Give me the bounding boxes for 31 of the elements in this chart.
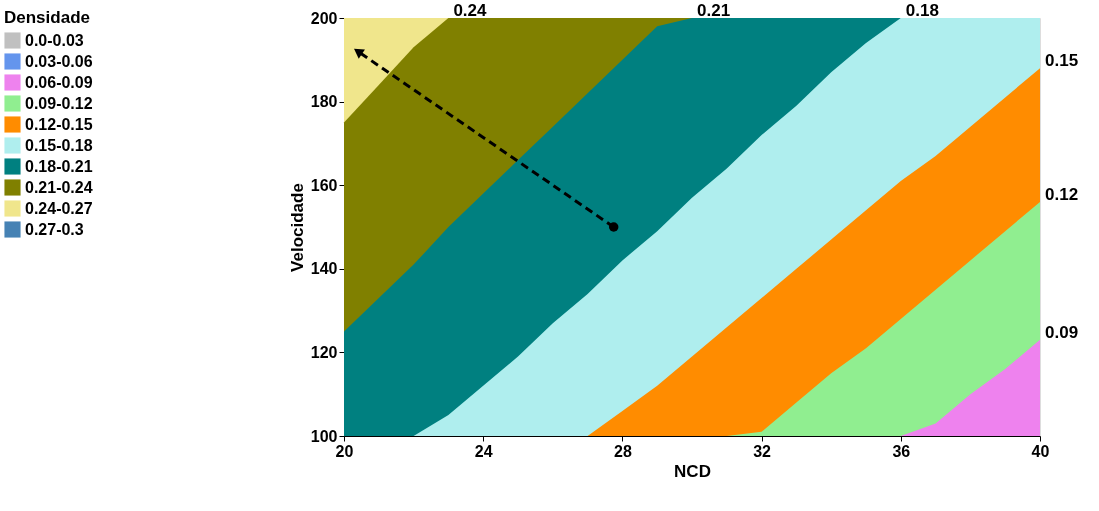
annotation: 0.18 [905, 1, 939, 20]
y-tick-label: 120 [310, 343, 338, 361]
x-tick-label: 40 [1031, 442, 1050, 460]
legend-label: 0.06-0.09 [25, 73, 93, 91]
x-tick-label: 20 [335, 442, 354, 460]
x-tick-label: 28 [614, 442, 632, 460]
legend-label: 0.15-0.18 [25, 136, 93, 154]
legend-label: 0.27-0.3 [25, 220, 84, 238]
y-tick-label: 180 [310, 93, 338, 111]
legend-label: 0.24-0.27 [25, 199, 93, 217]
legend-title: Densidade [4, 8, 90, 27]
y-tick-label: 160 [310, 176, 338, 194]
x-tick-label: 32 [753, 442, 772, 460]
annotation: 0.12 [1045, 184, 1079, 204]
y-tick-label: 140 [310, 260, 338, 278]
legend-label: 0.03-0.06 [25, 52, 93, 70]
annotation: 0.21 [697, 1, 731, 20]
annotation: 0.15 [1045, 51, 1079, 71]
legend-label: 0.0-0.03 [25, 31, 84, 49]
annotation: 0.24 [453, 1, 488, 20]
y-tick-label: 100 [310, 427, 338, 445]
x-axis-title: NCD [674, 461, 711, 481]
legend-label: 0.09-0.12 [25, 94, 93, 112]
y-axis-title: Velocidade [287, 183, 307, 272]
annotation: 0.09 [1045, 322, 1079, 342]
legend-label: 0.12-0.15 [25, 115, 93, 133]
x-tick-label: 24 [474, 442, 493, 460]
legend-label: 0.21-0.24 [25, 178, 93, 196]
x-tick-label: 36 [892, 442, 911, 460]
y-tick-label: 200 [310, 9, 338, 27]
legend-label: 0.18-0.21 [25, 157, 93, 175]
